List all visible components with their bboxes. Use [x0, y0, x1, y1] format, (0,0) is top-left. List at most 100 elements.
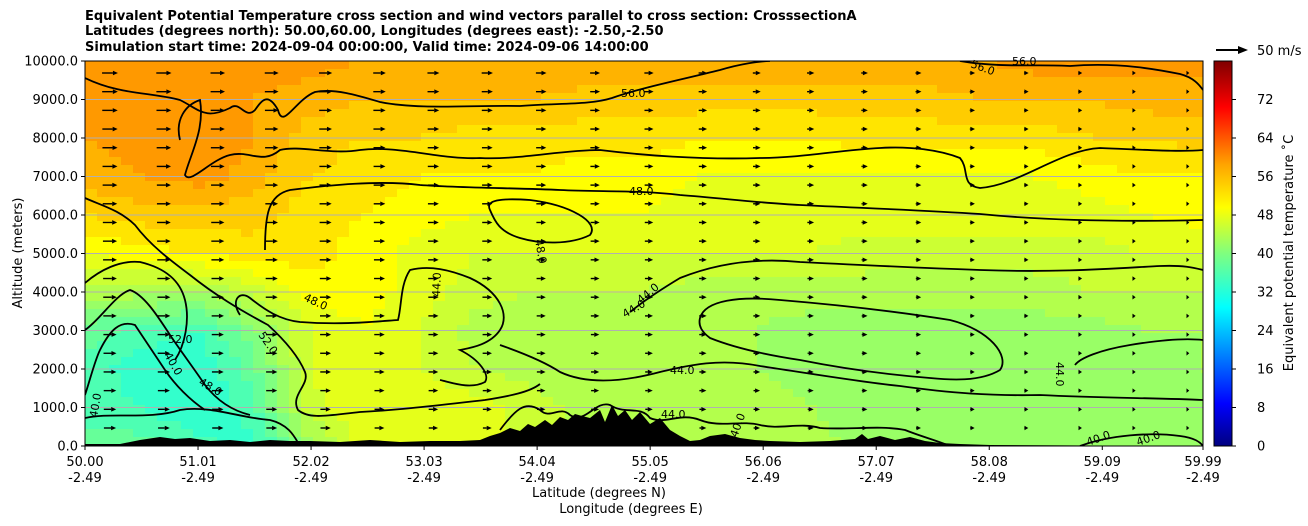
field-cell [1069, 421, 1082, 430]
field-cell [361, 389, 374, 398]
field-cell [829, 341, 842, 350]
field-cell [349, 261, 362, 270]
field-cell [1141, 373, 1154, 382]
field-cell [649, 213, 662, 222]
field-cell [205, 117, 218, 126]
field-cell [625, 357, 638, 366]
field-cell [529, 181, 542, 190]
field-cell [877, 301, 890, 310]
field-cell [1117, 277, 1130, 286]
field-cell [745, 301, 758, 310]
field-cell [937, 165, 950, 174]
field-cell [529, 421, 542, 430]
field-cell [1057, 373, 1070, 382]
field-cell [1189, 285, 1202, 294]
field-cell [985, 69, 998, 78]
field-cell [913, 309, 926, 318]
field-cell [85, 341, 98, 350]
field-cell [421, 133, 434, 142]
field-cell [85, 333, 98, 342]
field-cell [985, 149, 998, 158]
field-cell [745, 133, 758, 142]
field-cell [745, 117, 758, 126]
field-cell [373, 389, 386, 398]
field-cell [373, 85, 386, 94]
field-cell [133, 85, 146, 94]
field-cell [1081, 349, 1094, 358]
field-cell [421, 61, 434, 70]
field-cell [613, 93, 626, 102]
field-cell [1189, 381, 1202, 390]
field-cell [1177, 349, 1190, 358]
field-cell [277, 237, 290, 246]
field-cell [805, 317, 818, 326]
field-cell [649, 125, 662, 134]
field-cell [1081, 341, 1094, 350]
field-cell [853, 101, 866, 110]
field-cell [385, 333, 398, 342]
field-cell [757, 333, 770, 342]
field-cell [421, 69, 434, 78]
field-cell [817, 77, 830, 86]
field-cell [301, 85, 314, 94]
field-cell [1033, 197, 1046, 206]
field-cell [985, 101, 998, 110]
field-cell [289, 293, 302, 302]
field-cell [709, 69, 722, 78]
field-cell [109, 397, 122, 406]
field-cell [289, 141, 302, 150]
field-cell [1009, 373, 1022, 382]
field-cell [745, 373, 758, 382]
field-cell [229, 117, 242, 126]
field-cell [541, 181, 554, 190]
field-cell [889, 141, 902, 150]
field-cell [109, 253, 122, 262]
field-cell [529, 325, 542, 334]
field-cell [901, 173, 914, 182]
field-cell [1009, 285, 1022, 294]
field-cell [1057, 117, 1070, 126]
field-cell [745, 77, 758, 86]
field-cell [421, 229, 434, 238]
field-cell [625, 125, 638, 134]
field-cell [1189, 277, 1202, 286]
field-cell [541, 325, 554, 334]
field-cell [85, 381, 98, 390]
field-cell [721, 341, 734, 350]
field-cell [517, 253, 530, 262]
field-cell [241, 157, 254, 166]
field-cell [745, 101, 758, 110]
field-cell [769, 285, 782, 294]
field-cell [421, 397, 434, 406]
field-cell [877, 173, 890, 182]
field-cell [913, 109, 926, 118]
field-cell [817, 181, 830, 190]
field-cell [589, 317, 602, 326]
field-cell [205, 245, 218, 254]
field-cell [973, 101, 986, 110]
field-cell [685, 109, 698, 118]
field-cell [1057, 85, 1070, 94]
field-cell [745, 69, 758, 78]
field-cell [733, 141, 746, 150]
field-cell [1177, 125, 1190, 134]
field-cell [145, 421, 158, 430]
field-cell [1093, 293, 1106, 302]
field-cell [409, 333, 422, 342]
field-cell [397, 389, 410, 398]
field-cell [181, 413, 194, 422]
field-cell [781, 373, 794, 382]
field-cell [745, 189, 758, 198]
field-cell [949, 405, 962, 414]
field-cell [1081, 245, 1094, 254]
field-cell [1009, 381, 1022, 390]
field-cell [589, 253, 602, 262]
field-cell [385, 293, 398, 302]
field-cell [301, 229, 314, 238]
field-cell [529, 381, 542, 390]
field-cell [781, 125, 794, 134]
field-cell [889, 293, 902, 302]
field-cell [769, 189, 782, 198]
field-cell [709, 381, 722, 390]
field-cell [1177, 69, 1190, 78]
